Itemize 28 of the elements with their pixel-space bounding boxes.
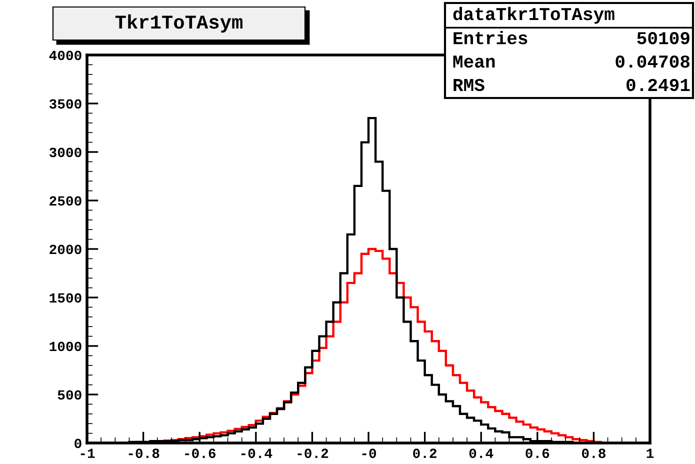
x-tick-label: -0.6	[185, 448, 216, 458]
x-tick-label: -0.8	[128, 448, 160, 458]
text: dataTkr1ToTAsym	[453, 6, 614, 24]
y-tick-label: 0	[74, 438, 82, 448]
x-tick-label: 0.2	[413, 448, 436, 458]
chart-title: Tkr1ToTAsym	[115, 14, 242, 33]
y-tick-label: 1500	[50, 293, 82, 303]
text: Entries	[454, 31, 528, 44]
x-tick-label: 0.6	[526, 448, 550, 458]
y-tick-label: 4000	[49, 50, 82, 60]
x-tick-label: 1	[646, 448, 654, 458]
annotation: Mean	[453, 56, 495, 68]
x-tick-label: -0.4	[241, 448, 272, 458]
y-tick-label: 3500	[49, 99, 82, 109]
x-tick-label: -0	[362, 448, 376, 458]
y-tick-label: 2000	[50, 244, 82, 254]
x-tick-label: -1	[80, 448, 95, 458]
x-tick-label: 0.4	[469, 448, 494, 458]
annotation: RMS	[454, 78, 484, 92]
y-tick-label: 3000	[49, 148, 82, 158]
x-tick-label: 0.8	[582, 448, 606, 458]
annotation: 0.04708	[616, 55, 690, 68]
y-tick-label: 2500	[50, 196, 82, 206]
text: 50109	[637, 32, 690, 44]
y-tick-label: 500	[58, 390, 82, 400]
x-tick-label: -0.2	[298, 448, 328, 458]
y-tick-label: 1000	[50, 342, 82, 352]
annotation: 0.2491	[626, 78, 690, 92]
